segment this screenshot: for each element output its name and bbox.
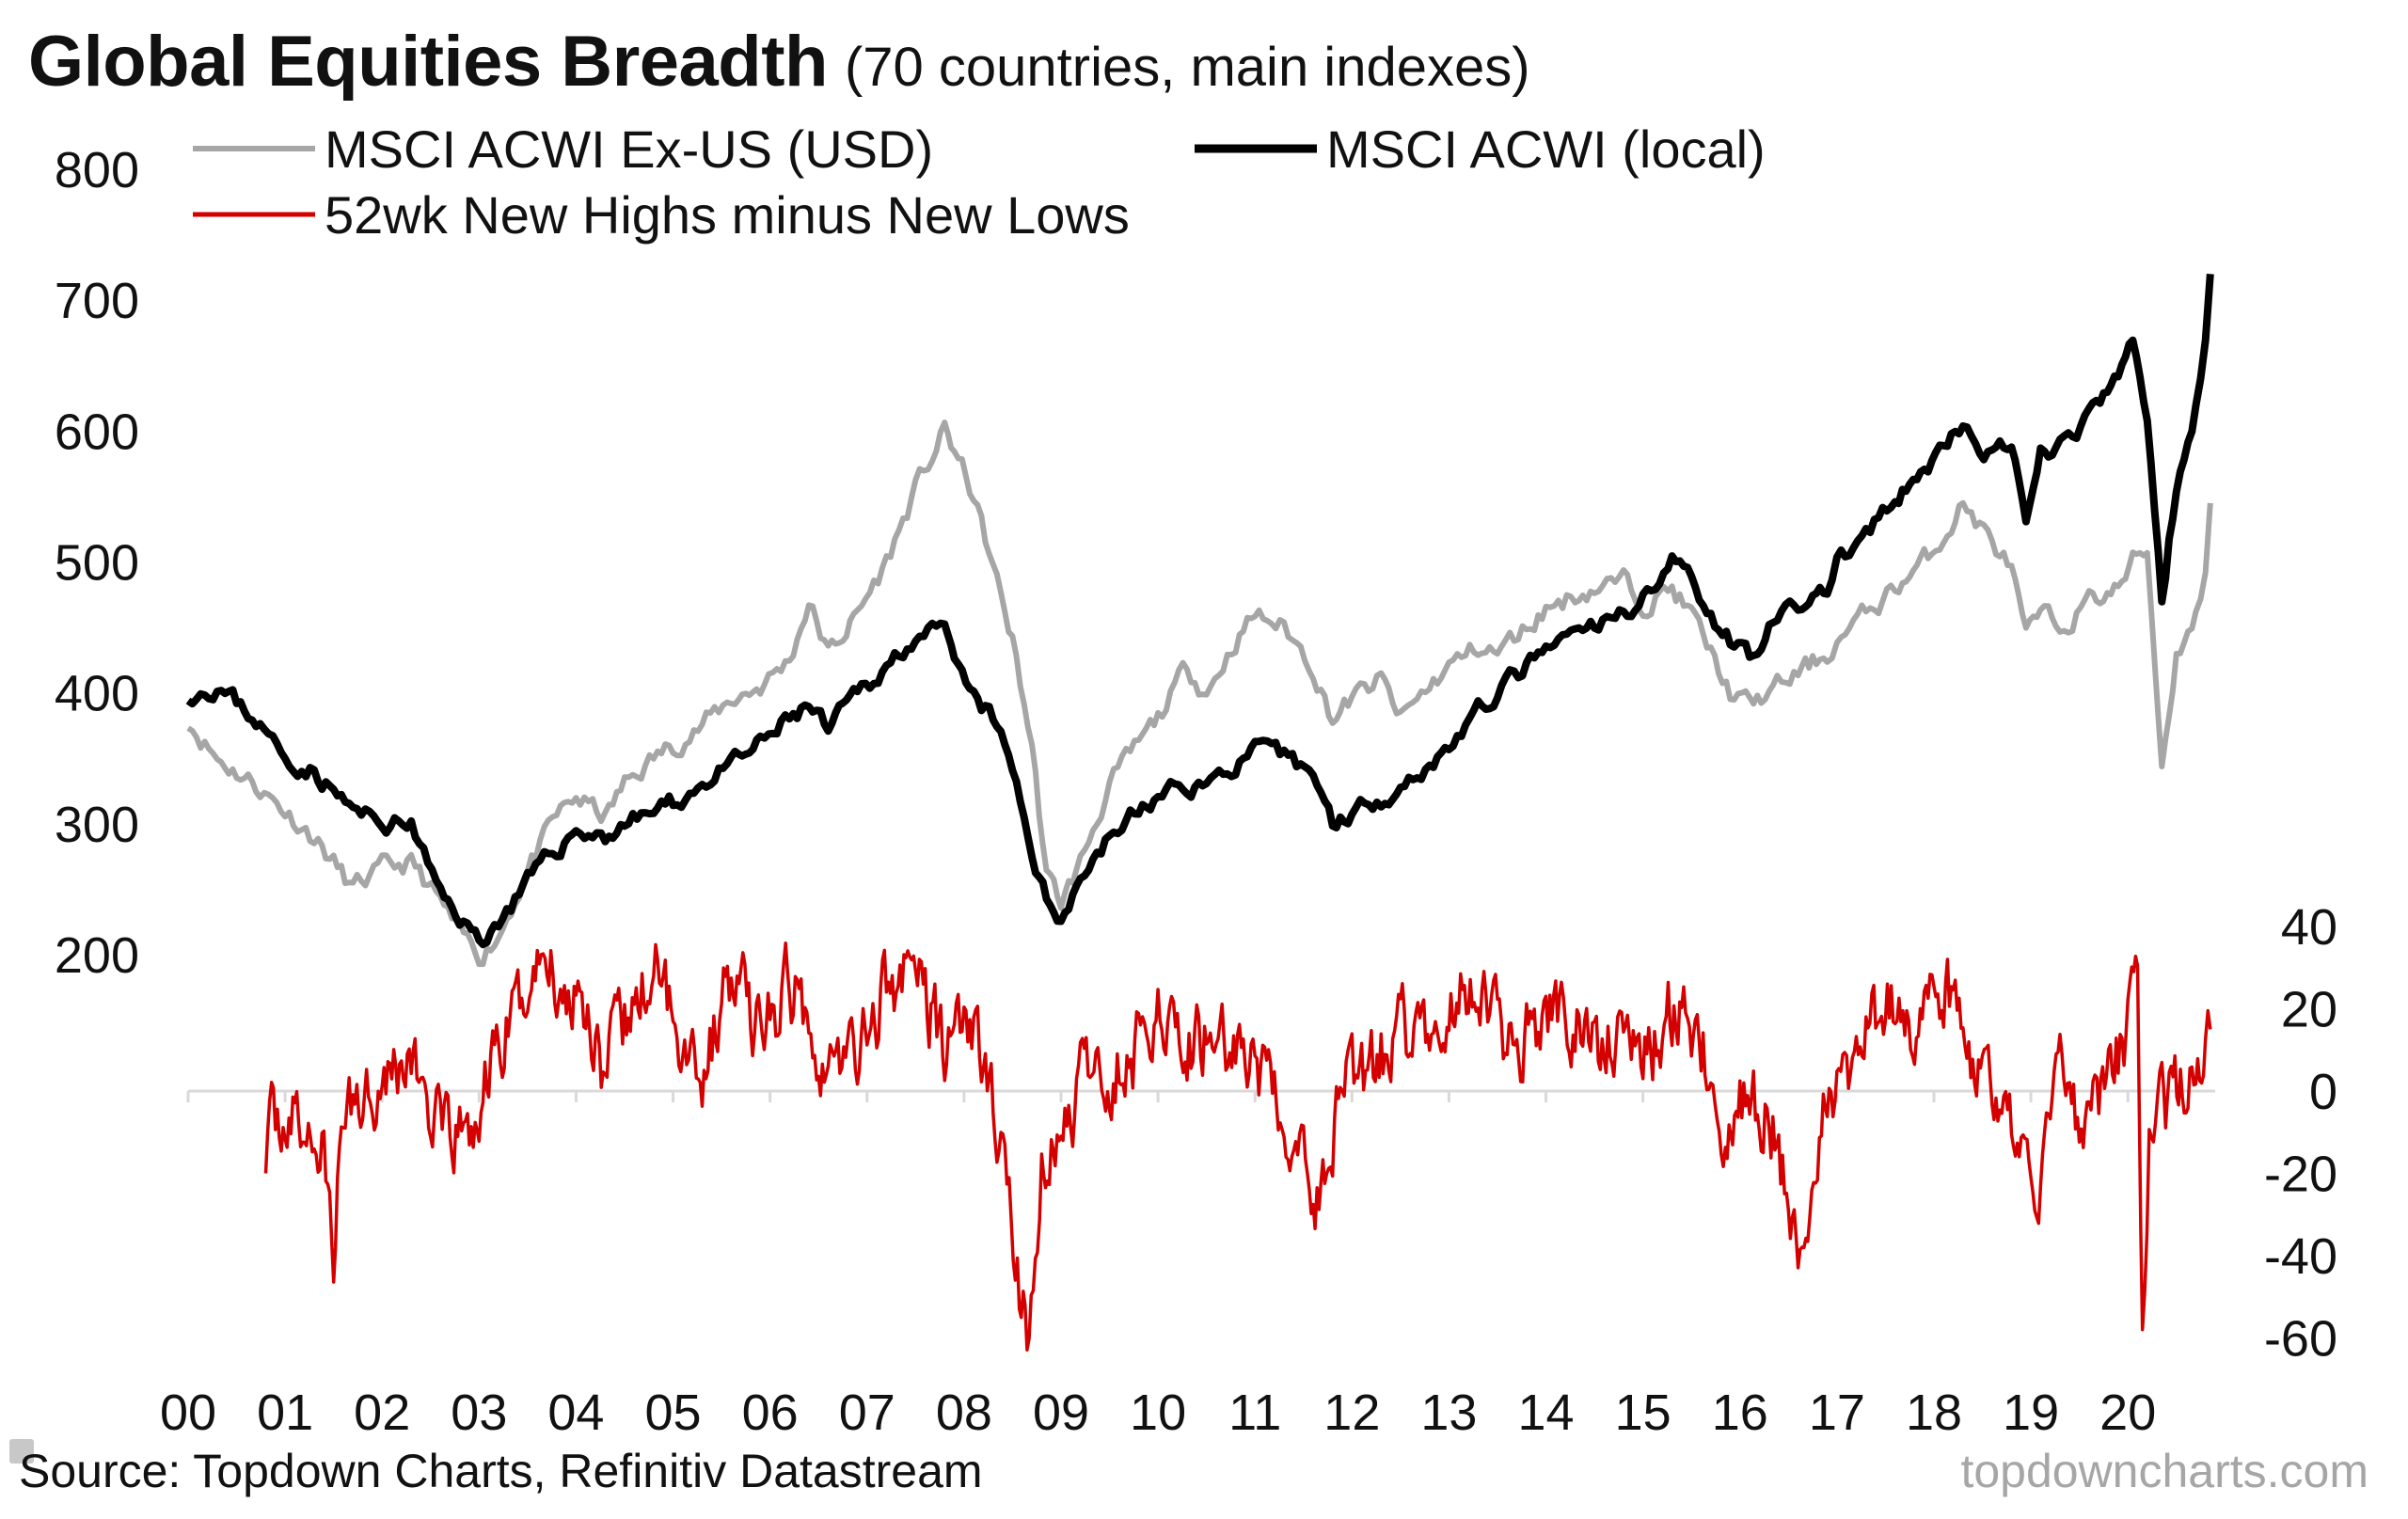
x-tick-label: 14 [1518,1385,1575,1441]
series-lines [185,274,2214,1352]
x-tick-label: 06 [742,1385,799,1441]
y-right-tick-label: -60 [2264,1311,2337,1368]
series-line-acwi-exus [186,419,2213,968]
chart-subtitle: (70 countries, main indexes) [844,37,1530,98]
y-left-tick-label: 700 [55,273,139,329]
x-axis-ticks: 00 01 02 03 04 05 06 07 08 09 10 11 12 13 14 15 16 17 18 19… [160,1091,2156,1441]
x-tick-label: 15 [1615,1385,1671,1441]
y-right-tick-label: -40 [2264,1228,2337,1285]
corner-icon [9,1439,34,1464]
legend: MSCI ACWI Ex-US (USD) MSCI ACWI (local) … [193,119,1766,245]
y-left-tick-label: 200 [55,927,139,984]
y-right-tick-label: 40 [2281,899,2337,956]
x-tick-label: 09 [1033,1385,1089,1441]
y-left-tick-label: 500 [55,535,139,592]
legend-label-acwi-local: MSCI ACWI (local) [1326,119,1766,179]
x-tick-label: 04 [547,1385,604,1441]
y-left-tick-label: 400 [55,666,139,722]
x-tick-label: 10 [1130,1385,1186,1441]
title-row: Global Equities Breadth (70 countries, ma… [28,21,1530,103]
y-right-tick-label: -20 [2264,1147,2337,1203]
right-axis-ticks: 40 20 0 -20 -40 -60 [2264,899,2337,1368]
x-tick-label: 08 [936,1385,992,1441]
x-tick-label: 03 [451,1385,507,1441]
x-tick-label: 07 [839,1385,895,1441]
y-left-tick-label: 800 [55,142,139,198]
x-tick-label: 12 [1323,1385,1380,1441]
x-tick-label: 19 [2003,1385,2059,1441]
source-note: Source: Topdown Charts, Refinitiv Datast… [19,1445,983,1497]
x-tick-label: 05 [645,1385,702,1441]
x-tick-label: 01 [257,1385,313,1441]
legend-label-acwi-exus: MSCI ACWI Ex-US (USD) [325,119,933,179]
series-line-acwi-local [185,274,2214,949]
legend-label-breadth: 52wk New Highs minus New Lows [325,185,1130,245]
y-left-tick-label: 300 [55,797,139,853]
chart-title: Global Equities Breadth [28,22,828,102]
x-tick-label: 16 [1712,1385,1768,1441]
x-tick-label: 13 [1420,1385,1477,1441]
x-tick-label: 17 [1809,1385,1865,1441]
y-right-tick-label: 20 [2281,982,2337,1038]
x-tick-label: 11 [1228,1385,1281,1441]
y-left-tick-label: 600 [55,403,139,460]
x-tick-label: 00 [160,1385,216,1441]
y-right-tick-label: 0 [2309,1064,2337,1120]
watermark: topdowncharts.com [1960,1445,2368,1497]
x-tick-label: 02 [354,1385,410,1441]
x-tick-label: 18 [1906,1385,1962,1441]
x-tick-label: 20 [2099,1385,2156,1441]
left-axis-ticks: 200 300 400 500 600 700 800 [55,142,139,984]
series-line-breadth [263,941,2212,1352]
